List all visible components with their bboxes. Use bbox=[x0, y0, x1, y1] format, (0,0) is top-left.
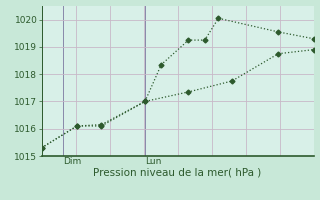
Text: Lun: Lun bbox=[145, 157, 161, 166]
X-axis label: Pression niveau de la mer( hPa ): Pression niveau de la mer( hPa ) bbox=[93, 167, 262, 177]
Text: Dim: Dim bbox=[63, 157, 82, 166]
